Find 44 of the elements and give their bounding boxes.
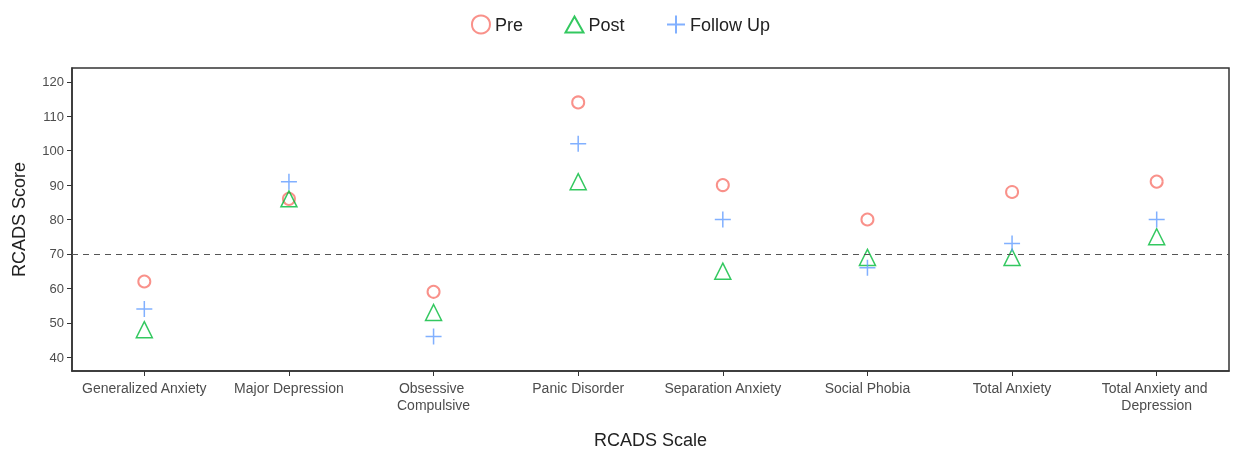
y-tick-label: 110 [43, 108, 64, 124]
point [1003, 234, 1021, 253]
x-tick-label: Generalized Anxiety [82, 379, 207, 396]
point [1149, 174, 1164, 189]
y-tick-label: 100 [42, 143, 64, 159]
legend-label: Post [588, 14, 625, 35]
point [135, 320, 154, 339]
y-tick-label: 50 [49, 315, 64, 331]
y-axis-title: RCADS Score [9, 161, 29, 278]
y-tick-label: 80 [49, 212, 64, 227]
x-tick-label: Panic Disorder [532, 379, 625, 396]
legend-label: Follow Up [690, 14, 771, 35]
point [280, 172, 298, 191]
x-axis-title: RCADS Scale [593, 430, 708, 450]
y-tick-label: 70 [49, 246, 64, 262]
point [1147, 227, 1166, 246]
point [714, 210, 732, 229]
point [715, 178, 730, 193]
point [858, 248, 877, 267]
x-tick-label: Obsessive Compulsive [396, 379, 471, 413]
y-tick-label: 60 [49, 280, 64, 296]
x-tick-label: Social Phobia [824, 379, 911, 396]
point [571, 95, 586, 110]
y-tick-label: 120 [42, 74, 64, 90]
point [426, 284, 441, 299]
point [569, 172, 587, 191]
point [858, 258, 877, 277]
point [1003, 248, 1021, 267]
point [714, 262, 732, 280]
point [860, 212, 875, 227]
point [135, 300, 154, 318]
y-tick-label: 40 [49, 349, 64, 365]
x-tick-label: Separation Anxiety [664, 379, 782, 396]
point [137, 274, 152, 289]
point [424, 327, 443, 346]
y-tick-label: 90 [49, 177, 64, 193]
point [569, 135, 587, 153]
point [1005, 184, 1020, 199]
x-tick-label: Total Anxiety and Depression [1101, 379, 1212, 413]
point [1147, 210, 1166, 229]
legend-label: Pre [494, 14, 523, 35]
x-tick-label: Total Anxiety [972, 379, 1052, 396]
x-tick-label: Major Depression [234, 379, 344, 396]
point [424, 303, 443, 322]
